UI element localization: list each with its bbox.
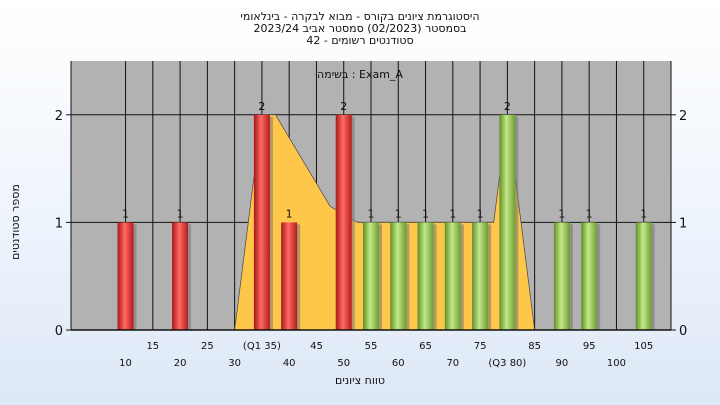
- bar-label-5: 1: [368, 207, 375, 220]
- bar-label-6: 1: [395, 207, 402, 220]
- x-tick-label-7: 45: [310, 341, 323, 352]
- x-tick-label-0: 10: [119, 358, 132, 369]
- bar-label-8: 1: [449, 207, 456, 220]
- x-tick-label-12: 70: [446, 358, 459, 369]
- y-tick-label-right-1: 1: [679, 216, 687, 231]
- x-tick-label-2: 20: [174, 358, 187, 369]
- bar-label-10: 2: [504, 100, 511, 113]
- bar-3: [281, 222, 298, 330]
- bar-label-0: 1: [122, 207, 129, 220]
- bar-11: [553, 222, 570, 330]
- bar-9: [472, 222, 489, 330]
- plot-annotation: בשימה : Exam_A: [317, 68, 403, 81]
- bar-5: [363, 222, 379, 330]
- x-tick-label-8: 50: [337, 358, 350, 369]
- bar-12: [581, 222, 598, 330]
- x-tick-label-4: 30: [228, 358, 241, 369]
- x-tick-label-11: 65: [419, 341, 432, 352]
- x-tick-label-10: 60: [392, 358, 405, 369]
- bar-10: [499, 114, 516, 330]
- chart-title: היסטוגרמת ציונים בקורס - מבוא לבקרה - בי…: [0, 11, 720, 47]
- bar-4: [335, 114, 352, 330]
- y-tick-label-right-0: 0: [679, 324, 687, 339]
- x-tick-label-17: 95: [583, 341, 596, 352]
- bar-label-4: 2: [340, 100, 347, 113]
- bar-2: [253, 114, 270, 330]
- x-tick-label-5: (Q1 35): [243, 341, 281, 352]
- x-tick-label-6: 40: [283, 358, 296, 369]
- bar-label-13: 1: [640, 207, 647, 220]
- x-tick-label-9: 55: [365, 341, 378, 352]
- bar-0: [117, 222, 134, 330]
- title-line-3: סטודנטים רשומים - 42: [306, 34, 414, 47]
- x-axis-label: טווח ציונים: [335, 374, 385, 387]
- bar-layer: 1 1 2 1 2 1 1 1 1 1 2 1 1 1: [117, 100, 655, 330]
- x-tick-label-1: 15: [146, 341, 159, 352]
- bar-1: [172, 222, 189, 330]
- y-axis-label: מספר סטודנטים: [9, 184, 22, 260]
- x-tick-label-14: (Q3 80): [488, 358, 526, 369]
- bar-7: [417, 222, 434, 330]
- x-tick-label-16: 90: [556, 358, 569, 369]
- bar-6: [390, 222, 407, 330]
- title-line-2: בסמסטר (02/2023) סמסטר אביב 2023/24: [253, 22, 467, 35]
- bar-label-3: 1: [286, 207, 293, 220]
- axis-layer: 0 0 1 1 2 2 10 15 20 25 30(Q1 35)40 45 50 55 60 65 70 75(…: [55, 61, 687, 369]
- bar-label-2: 2: [258, 100, 265, 113]
- x-tick-label-3: 25: [201, 341, 214, 352]
- x-tick-label-19: 105: [634, 341, 653, 352]
- bar-label-11: 1: [558, 207, 565, 220]
- y-tick-label-left-1: 1: [55, 216, 63, 231]
- y-tick-label-left-0: 0: [55, 324, 63, 339]
- y-tick-label-right-2: 2: [679, 109, 687, 124]
- title-line-1: היסטוגרמת ציונים בקורס - מבוא לבקרה - בי…: [240, 10, 480, 23]
- x-tick-label-13: 75: [474, 341, 487, 352]
- bar-label-12: 1: [586, 207, 593, 220]
- bar-label-9: 1: [477, 207, 484, 220]
- x-tick-label-15: 85: [528, 341, 541, 352]
- bar-8: [444, 222, 461, 330]
- x-tick-label-18: 100: [607, 358, 626, 369]
- bar-label-1: 1: [177, 207, 184, 220]
- bar-label-7: 1: [422, 207, 429, 220]
- y-tick-label-left-2: 2: [55, 109, 63, 124]
- bar-13: [635, 222, 652, 330]
